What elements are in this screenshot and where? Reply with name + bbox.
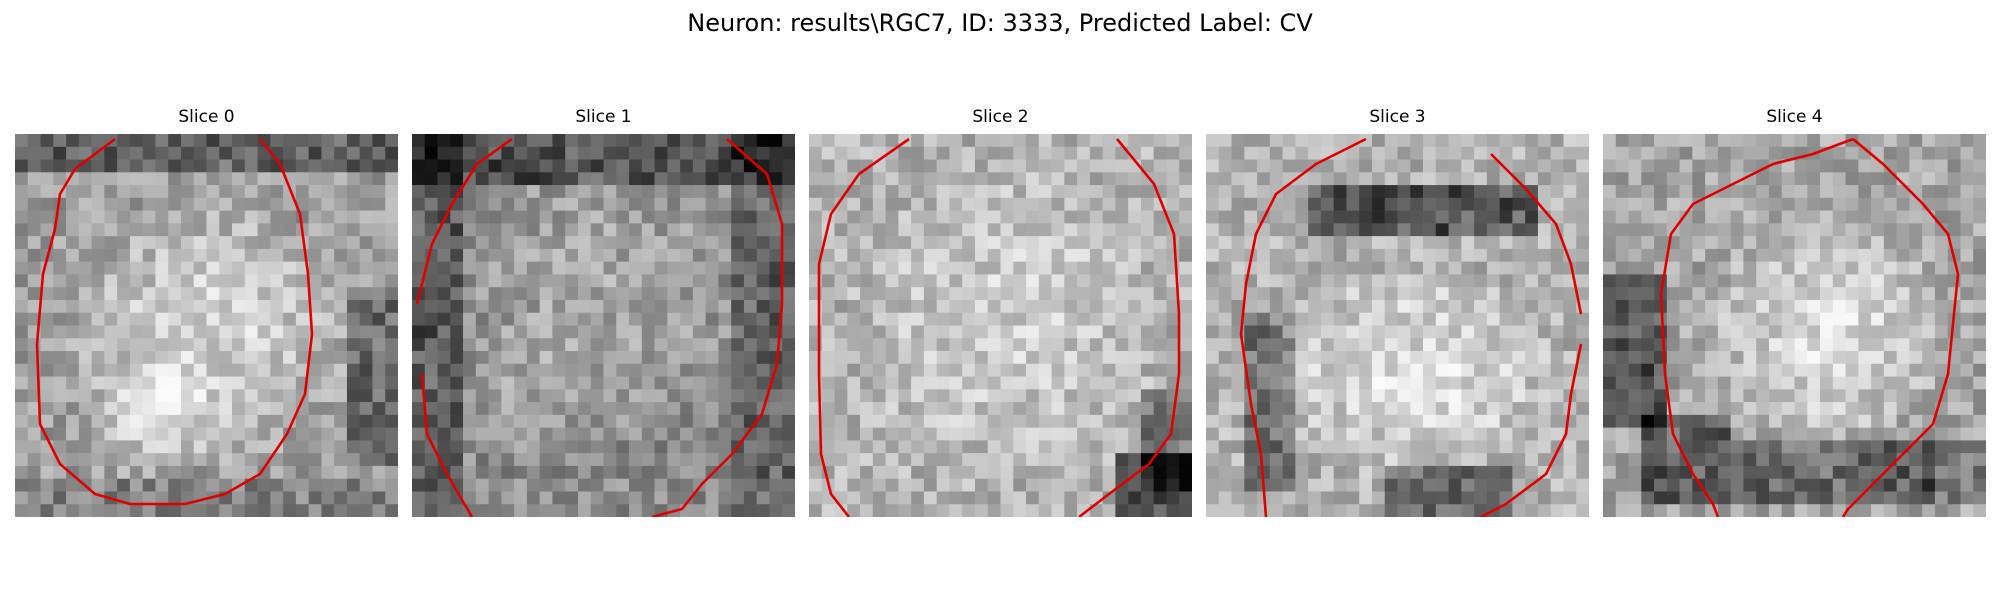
slice-title: Slice 3 — [1369, 107, 1426, 127]
cell-contour-line — [1490, 153, 1583, 315]
slice-image — [412, 134, 795, 517]
slice-image — [809, 134, 1192, 517]
slice-title: Slice 1 — [575, 107, 632, 127]
cell-contour-line — [817, 137, 910, 517]
micrograph-pixels — [412, 134, 795, 517]
cell-contour-line — [420, 373, 474, 517]
slice-image — [1603, 134, 1986, 517]
cell-contour-line — [1480, 343, 1583, 517]
figure-title: Neuron: results\RGC7, ID: 3333, Predicte… — [687, 9, 1313, 37]
cell-contour-line — [1078, 138, 1181, 517]
micrograph-pixels — [809, 134, 1192, 517]
micrograph-pixels — [15, 134, 398, 517]
cell-contour-line — [35, 137, 314, 506]
slice-title: Slice 2 — [972, 107, 1029, 127]
cell-contour-line — [415, 137, 513, 305]
slice-image — [1206, 134, 1589, 517]
micrograph-pixels — [1603, 134, 1986, 517]
cell-contour-line — [1841, 138, 1960, 517]
cell-contour-line — [651, 138, 784, 517]
slice-title: Slice 0 — [178, 107, 235, 127]
slice-title: Slice 4 — [1766, 107, 1823, 127]
slice-image — [15, 134, 398, 517]
micrograph-pixels — [1206, 134, 1589, 517]
cell-contour-line — [1659, 137, 1854, 517]
cell-contour-line — [1239, 137, 1367, 517]
